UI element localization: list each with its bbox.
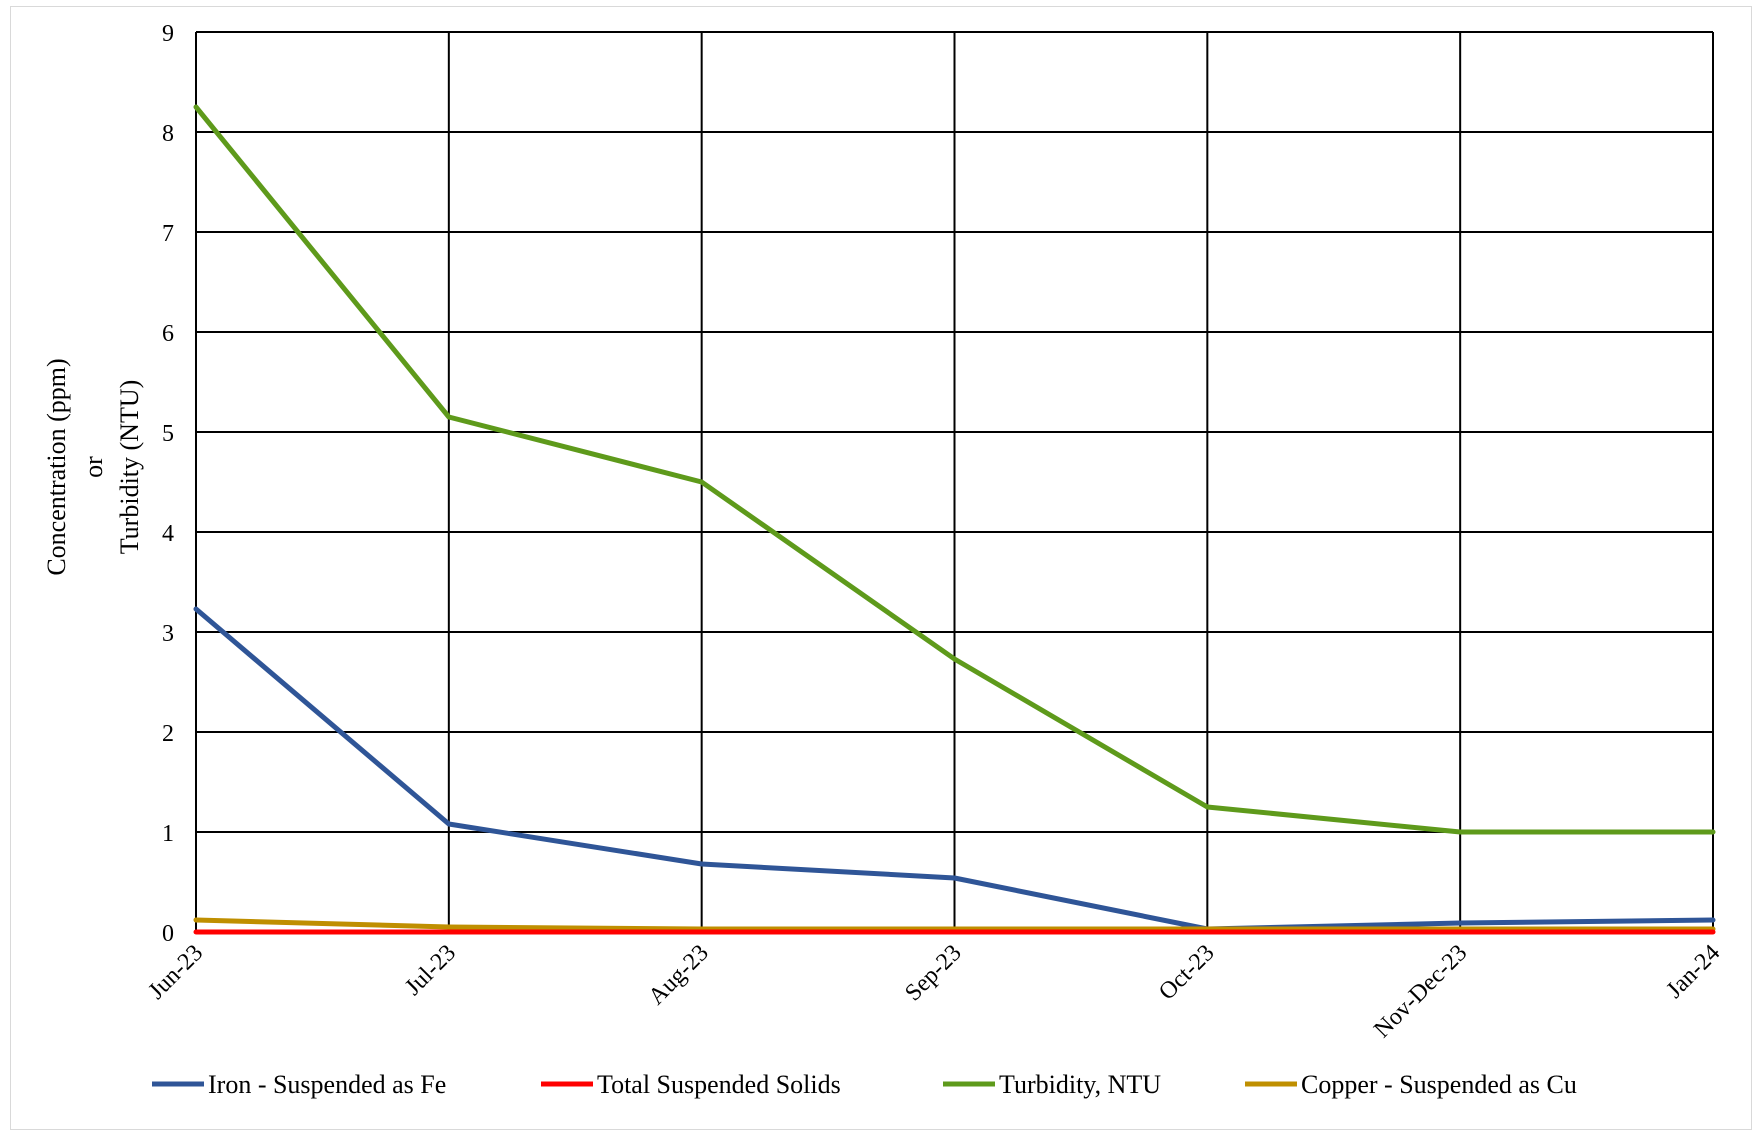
legend-label: Iron - Suspended as Fe — [208, 1070, 446, 1099]
x-tick-label: Jun-23 — [144, 940, 209, 1005]
y-tick-label: 7 — [162, 221, 174, 247]
legend: Iron - Suspended as Fe Total Suspended So… — [152, 1070, 1577, 1099]
x-tick-label: Nov-Dec-23 — [1369, 940, 1472, 1043]
y-axis-label-line-2: or — [79, 456, 108, 478]
y-tick-label: 5 — [162, 421, 174, 447]
y-axis-label-line-1: Concentration (ppm) — [42, 358, 71, 575]
y-axis-label-line-3: Turbidity (NTU) — [115, 380, 144, 555]
y-tick-label: 4 — [162, 521, 174, 547]
y-axis-tick-labels: 0 1 2 3 4 5 6 7 8 9 — [162, 21, 174, 947]
series-line — [193, 917, 1716, 932]
chart-frame — [10, 6, 1752, 1130]
y-tick-label: 8 — [162, 121, 174, 147]
x-tick-label: Jul-23 — [400, 940, 461, 1001]
series-line — [193, 606, 1716, 932]
series-lines — [193, 104, 1716, 935]
y-tick-label: 6 — [162, 321, 174, 347]
series-line — [193, 104, 1716, 835]
y-tick-label: 3 — [162, 621, 174, 647]
x-tick-label: Aug-23 — [644, 940, 714, 1010]
x-tick-label: Jan-24 — [1662, 940, 1726, 1004]
legend-label: Total Suspended Solids — [597, 1070, 841, 1099]
x-tick-label: Sep-23 — [900, 940, 966, 1006]
y-tick-label: 2 — [162, 721, 174, 747]
x-tick-label: Oct-23 — [1154, 940, 1220, 1006]
y-tick-label: 1 — [162, 821, 174, 847]
y-tick-label: 0 — [162, 921, 174, 947]
y-tick-label: 9 — [162, 21, 174, 47]
legend-label: Copper - Suspended as Cu — [1301, 1070, 1577, 1099]
legend-label: Turbidity, NTU — [999, 1070, 1161, 1099]
y-axis-label: Concentration (ppm) or Turbidity (NTU) — [42, 358, 144, 575]
grid — [195, 31, 1714, 933]
x-axis-tick-labels: Jun-23 Jul-23 Aug-23 Sep-23 Oct-23 Nov-Dec-23… — [144, 940, 1726, 1043]
